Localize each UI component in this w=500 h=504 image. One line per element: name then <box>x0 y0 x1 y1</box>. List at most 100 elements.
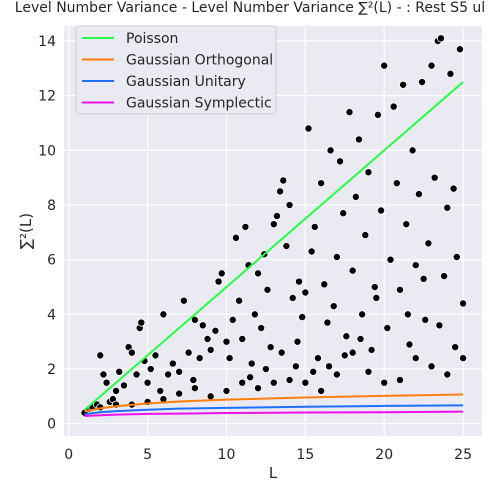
data-point <box>427 362 436 371</box>
legend-label: Poisson <box>126 31 178 47</box>
data-point <box>427 61 436 70</box>
data-point <box>449 184 458 193</box>
y-tick-label: 14 <box>38 34 56 50</box>
data-point <box>421 315 430 324</box>
data-point <box>301 288 310 297</box>
y-tick-label: 8 <box>47 198 56 214</box>
data-point <box>399 80 408 89</box>
data-point <box>254 269 263 278</box>
x-tick-label: 10 <box>218 447 236 463</box>
points-layer <box>80 34 468 417</box>
gaussian-unitary-line <box>84 404 464 416</box>
data-point <box>269 220 278 229</box>
data-point <box>332 370 341 379</box>
data-point <box>304 124 313 133</box>
data-point <box>323 318 332 327</box>
data-point <box>354 135 363 144</box>
data-point <box>254 384 263 393</box>
data-point <box>389 102 398 111</box>
data-point <box>206 345 215 354</box>
data-point <box>168 359 177 368</box>
data-point <box>358 310 367 319</box>
data-point <box>313 354 322 363</box>
data-point <box>440 272 449 281</box>
data-point <box>231 233 240 242</box>
data-point <box>127 348 136 357</box>
y-tick-label: 6 <box>47 253 56 269</box>
data-point <box>190 315 199 324</box>
data-point <box>411 261 420 270</box>
data-point <box>377 206 386 215</box>
data-point <box>175 389 184 398</box>
data-point <box>329 302 338 311</box>
data-point <box>102 378 111 387</box>
data-point <box>326 146 335 155</box>
x-tick-label: 20 <box>375 447 393 463</box>
data-point <box>361 231 370 240</box>
data-point <box>451 343 460 352</box>
data-point <box>386 255 395 264</box>
data-point <box>266 343 275 352</box>
data-point <box>452 252 461 261</box>
y-tick-label: 0 <box>47 417 56 433</box>
data-point <box>179 296 188 305</box>
data-point <box>217 269 226 278</box>
data-point <box>424 239 433 248</box>
chart-title: Level Number Variance - Level Number Var… <box>15 0 485 16</box>
data-point <box>298 313 307 322</box>
data-point <box>175 367 184 376</box>
data-point <box>310 222 319 231</box>
data-point <box>119 381 128 390</box>
data-point <box>295 277 304 286</box>
x-tick-label: 0 <box>64 447 73 463</box>
data-point <box>257 324 266 333</box>
data-point <box>380 378 389 387</box>
data-point <box>317 386 326 395</box>
data-point <box>285 375 294 384</box>
data-point <box>115 367 124 376</box>
data-point <box>99 370 108 379</box>
data-point <box>301 378 310 387</box>
data-point <box>282 242 291 251</box>
gaussian-orthogonal-line <box>84 393 464 413</box>
data-point <box>309 367 318 376</box>
data-point <box>164 370 173 379</box>
data-point <box>195 354 204 363</box>
data-point <box>235 296 244 305</box>
series-layer <box>83 81 464 418</box>
data-point <box>320 280 329 289</box>
data-point <box>459 299 468 308</box>
ticks-layer: 0 5 10 15 20 25 0 2 4 6 8 10 12 14 <box>38 34 472 463</box>
data-point <box>332 252 341 261</box>
data-point <box>408 146 417 155</box>
data-point <box>383 324 392 333</box>
data-point <box>132 370 141 379</box>
data-point <box>370 283 379 292</box>
x-axis-label: L <box>269 464 278 482</box>
data-point <box>225 354 234 363</box>
data-point <box>269 378 278 387</box>
data-point <box>340 351 349 360</box>
data-point <box>348 266 357 275</box>
data-point <box>277 348 286 357</box>
data-point <box>241 222 250 231</box>
data-point <box>247 359 256 368</box>
data-point <box>291 362 300 371</box>
data-point <box>276 187 285 196</box>
data-point <box>364 367 373 376</box>
data-point <box>395 285 404 294</box>
data-point <box>203 334 212 343</box>
legend-entries: Poisson Gaussian Orthogonal Gaussian Unita… <box>82 31 273 112</box>
y-tick-label: 10 <box>38 143 56 159</box>
data-point <box>405 340 414 349</box>
data-point <box>285 201 294 210</box>
data-point <box>342 332 351 341</box>
data-point <box>430 173 439 182</box>
data-point <box>261 365 270 374</box>
data-point <box>392 179 401 188</box>
data-point <box>364 168 373 177</box>
data-point <box>146 365 155 374</box>
data-point <box>443 370 452 379</box>
